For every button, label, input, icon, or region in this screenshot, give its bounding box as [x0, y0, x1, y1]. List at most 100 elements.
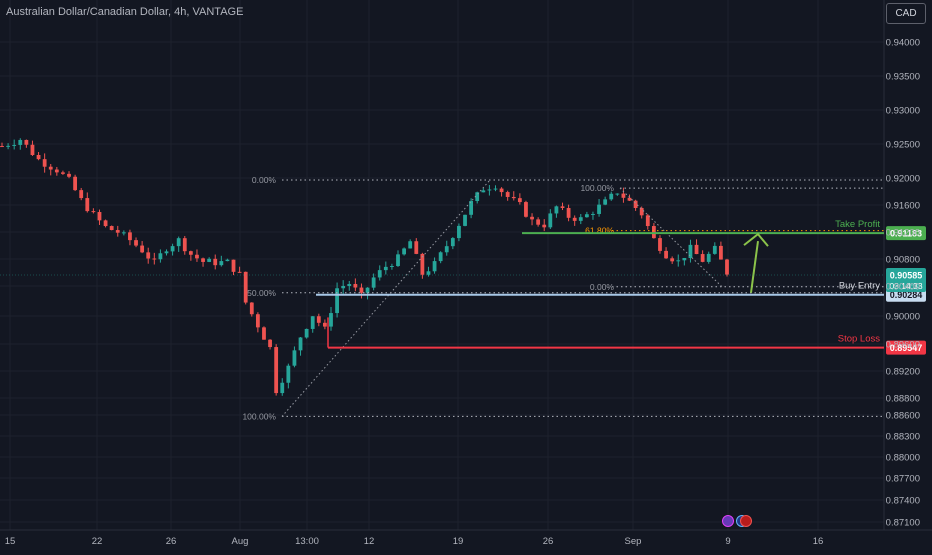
candle-body — [0, 146, 4, 148]
candle-body — [195, 254, 199, 259]
candle-body — [457, 225, 461, 239]
fib-left-trend — [281, 179, 491, 417]
y-tick-label: 0.87400 — [886, 496, 920, 507]
candle-body — [469, 201, 474, 215]
y-tick-label: 0.90800 — [886, 255, 920, 266]
candle-body — [554, 206, 559, 214]
candle-body — [511, 196, 516, 199]
x-tick-label: 9 — [725, 536, 730, 547]
candle-body — [524, 202, 528, 217]
stop-loss-label: Stop Loss — [838, 334, 880, 345]
buy-entry-label: Buy Entry — [839, 281, 880, 292]
candle-body — [249, 302, 254, 315]
candle-body — [615, 193, 620, 195]
y-tick-label: 0.90400 — [886, 282, 920, 293]
candle-body — [140, 245, 145, 253]
target-arrow — [750, 241, 759, 293]
candle-body — [298, 337, 303, 351]
flag-icon — [740, 515, 752, 527]
candle-body — [97, 212, 102, 221]
candle-body — [341, 285, 346, 289]
candle-body — [365, 287, 370, 293]
candle-body — [444, 246, 449, 253]
candle-body — [676, 260, 681, 262]
y-tick-label: 0.90000 — [886, 312, 920, 323]
fib-right-trend — [619, 187, 723, 288]
candle-body — [725, 259, 729, 275]
candle-body — [316, 316, 321, 323]
candle-body — [353, 283, 358, 288]
candle-body — [36, 155, 41, 160]
candle-body — [310, 316, 315, 329]
candle-body — [475, 192, 480, 202]
candle-body — [499, 188, 504, 193]
candle-body — [91, 211, 96, 213]
candle-body — [432, 261, 437, 272]
candle-body — [694, 244, 699, 255]
candle-body — [609, 193, 614, 200]
candle-body — [109, 226, 114, 231]
target-arrow-head — [743, 232, 769, 247]
fib-left-label: 0.00% — [252, 175, 277, 185]
candle-body — [67, 173, 71, 177]
candle-body — [170, 246, 175, 252]
symbol-title: Australian Dollar/Canadian Dollar, 4h, V… — [6, 6, 244, 18]
candle-body — [517, 198, 522, 203]
fib-left-label: 100.00% — [242, 411, 276, 421]
candle-body — [79, 190, 84, 199]
y-tick-label: 0.92500 — [886, 140, 920, 151]
current-price-tag — [886, 268, 926, 292]
candle-body — [207, 258, 212, 262]
candle-body — [651, 226, 656, 239]
stop-loss-tag — [886, 340, 926, 355]
candle-body — [18, 139, 23, 145]
y-tick-label: 0.87700 — [886, 474, 920, 485]
y-tick-label: 0.88600 — [886, 411, 920, 422]
buy-entry-tag-label: 0.90284 — [890, 290, 923, 300]
event-icon — [722, 515, 734, 527]
candle-body — [603, 199, 608, 205]
candle-body — [450, 238, 455, 247]
candle-body — [201, 258, 205, 262]
candle-body — [280, 382, 285, 394]
candle-body — [414, 241, 419, 254]
x-tick-label: 22 — [92, 536, 103, 547]
grid — [0, 0, 932, 531]
x-tick-label: 26 — [543, 536, 554, 547]
candle-body — [158, 253, 163, 260]
candle-body — [633, 200, 638, 209]
x-tick-label: Aug — [232, 536, 249, 547]
candle-body — [243, 271, 248, 303]
candle-body — [548, 213, 553, 228]
candle-body — [396, 254, 400, 267]
candle-body — [664, 250, 668, 259]
candle-body — [481, 190, 486, 193]
candle-body — [426, 271, 431, 275]
fib-right-label: 0.00% — [590, 282, 615, 292]
take-profit-label: Take Profit — [835, 219, 880, 230]
candle-body — [115, 230, 120, 233]
x-tick-label: 15 — [5, 536, 16, 547]
candle-body — [639, 208, 644, 216]
candle-body — [371, 277, 376, 288]
fib-right-label: 100.00% — [580, 183, 614, 193]
candle-body — [335, 288, 339, 314]
candle-body — [322, 322, 327, 327]
candle-body — [390, 266, 394, 268]
candle-body — [627, 197, 632, 201]
candle-body — [530, 216, 534, 220]
candle-body — [304, 328, 309, 338]
candle-body — [658, 238, 662, 251]
candle-body — [402, 248, 407, 255]
candle-body — [219, 261, 224, 266]
current-price-label: 0.90585 — [890, 271, 923, 281]
y-tick-label: 0.89600 — [886, 340, 920, 351]
candle-body — [213, 258, 218, 266]
candle-body — [572, 217, 577, 221]
candle-body — [268, 339, 272, 348]
currency-button[interactable]: CAD — [886, 3, 926, 24]
y-tick-label: 0.94000 — [886, 38, 920, 49]
candle-body — [292, 350, 297, 366]
